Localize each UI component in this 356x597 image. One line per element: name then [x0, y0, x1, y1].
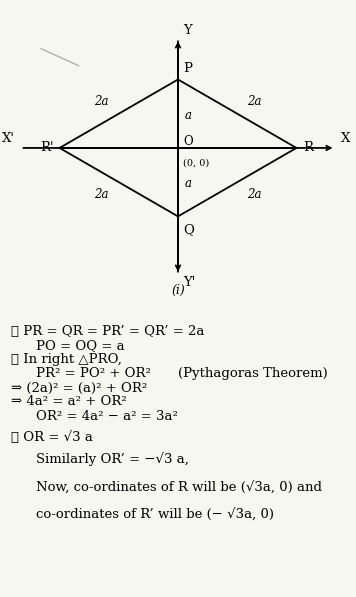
Text: X: X [341, 131, 350, 144]
Text: R: R [303, 141, 313, 155]
Text: co-ordinates of R’ will be (− √3a, 0): co-ordinates of R’ will be (− √3a, 0) [36, 507, 274, 521]
Text: (i): (i) [171, 284, 185, 297]
Text: Y: Y [183, 24, 192, 37]
Text: Similarly OR’ = −√3 a,: Similarly OR’ = −√3 a, [36, 453, 188, 466]
Text: PR² = PO² + OR²: PR² = PO² + OR² [36, 367, 151, 380]
Text: 2a: 2a [94, 187, 109, 201]
Text: a: a [185, 109, 192, 122]
Text: ∴ In right △PRO,: ∴ In right △PRO, [11, 353, 121, 367]
Text: 2a: 2a [247, 96, 262, 108]
Text: (Pythagoras Theorem): (Pythagoras Theorem) [178, 367, 328, 380]
Text: 2a: 2a [247, 187, 262, 201]
Text: 2a: 2a [94, 96, 109, 108]
Text: X': X' [2, 131, 15, 144]
Text: Q: Q [183, 223, 194, 236]
Text: O: O [183, 135, 193, 148]
Text: ⇒ 4a² = a² + OR²: ⇒ 4a² = a² + OR² [11, 395, 126, 408]
Text: ∴ OR = √3 a: ∴ OR = √3 a [11, 430, 93, 444]
Text: R': R' [41, 141, 54, 155]
Text: PO = OQ = a: PO = OQ = a [36, 339, 124, 352]
Text: OR² = 4a² − a² = 3a²: OR² = 4a² − a² = 3a² [36, 410, 178, 423]
Text: Now, co-ordinates of R will be (√3a, 0) and: Now, co-ordinates of R will be (√3a, 0) … [36, 481, 321, 494]
Text: ⇒ (2a)² = (a)² + OR²: ⇒ (2a)² = (a)² + OR² [11, 381, 147, 395]
Text: P: P [183, 61, 192, 75]
Text: ∴ PR = QR = PR’ = QR’ = 2a: ∴ PR = QR = PR’ = QR’ = 2a [11, 325, 204, 338]
Text: Y': Y' [183, 276, 195, 289]
Text: a: a [185, 177, 192, 190]
Text: (0, 0): (0, 0) [183, 159, 210, 168]
